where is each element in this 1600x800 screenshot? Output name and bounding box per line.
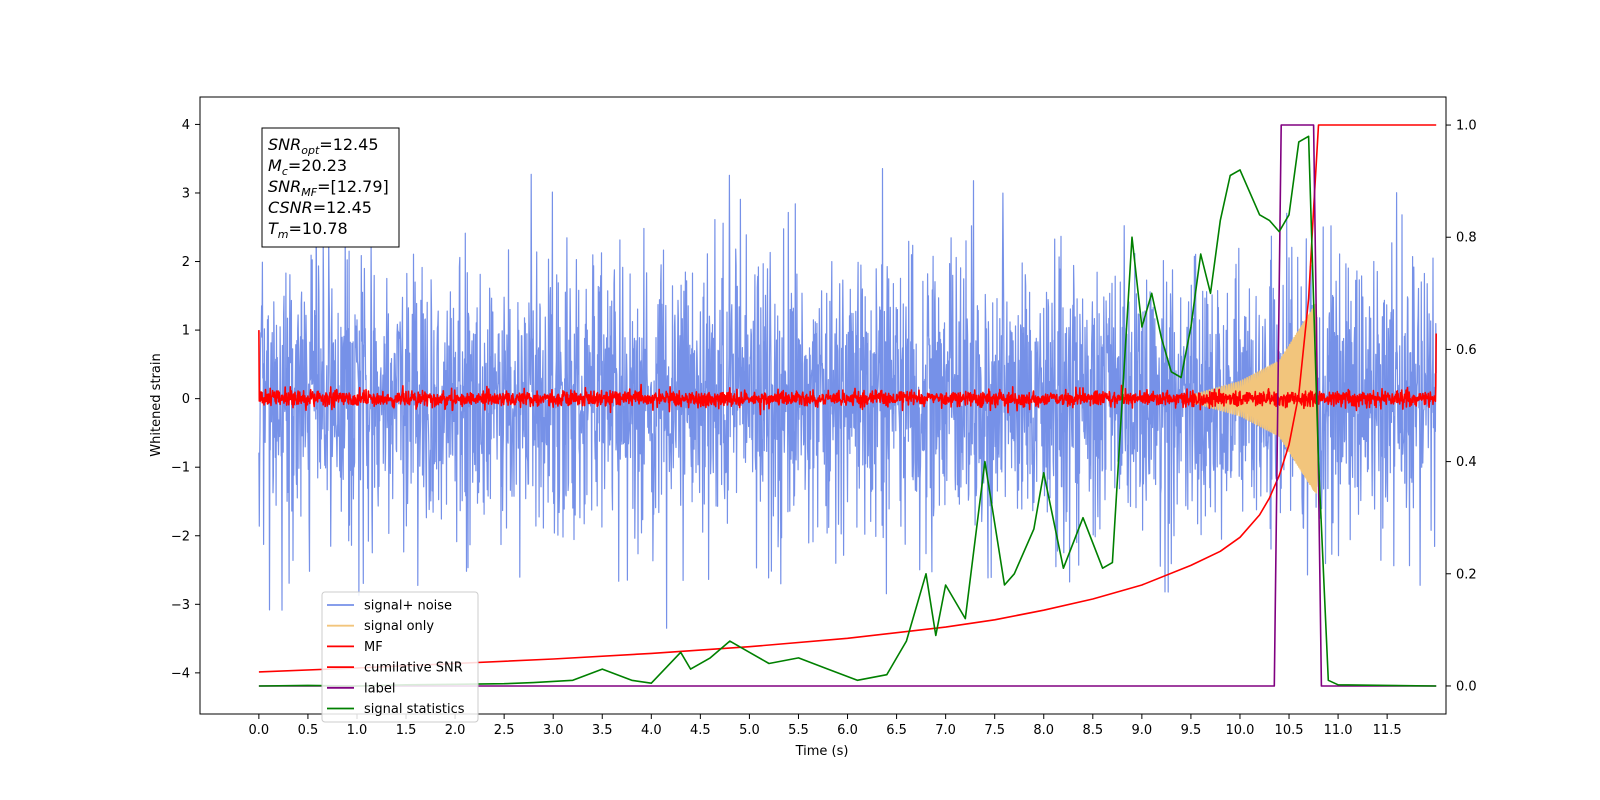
y2-tick-label: 0.8 [1456, 231, 1477, 246]
series-signal-statistics [258, 135, 1437, 687]
x-tick-label: 11.5 [1373, 723, 1402, 738]
y-tick-label: 0 [182, 392, 190, 407]
x-tick-label: 7.5 [984, 723, 1005, 738]
legend-label: signal only [364, 619, 434, 634]
x-tick-label: 1.0 [347, 723, 368, 738]
legend-label: MF [364, 640, 383, 655]
y-tick-label: 2 [182, 255, 190, 270]
legend-frame [321, 591, 479, 723]
series-signal-noise [258, 168, 1437, 629]
x-tick-label: 1.5 [396, 723, 417, 738]
x-tick-label: 8.0 [1033, 723, 1054, 738]
y-axis-right: 1.0 0.8 0.6 0.4 0.2 0.0 [1446, 119, 1477, 694]
y2-tick-label: 1.0 [1456, 119, 1477, 134]
y2-tick-label: 0.0 [1456, 679, 1477, 694]
x-tick-label: 9.0 [1132, 723, 1153, 738]
x-tick-label: 6.5 [886, 723, 907, 738]
info-box-line: CSNR=12.45 [268, 198, 372, 217]
x-tick-label: 3.0 [543, 723, 564, 738]
y-tick-label: −1 [171, 461, 190, 476]
info-box-line: Mc=20.23 [268, 156, 347, 178]
y-tick-label: −3 [171, 598, 190, 613]
x-tick-label: 3.5 [592, 723, 613, 738]
series-cumilative-snr [258, 124, 1437, 673]
x-tick-label: 5.0 [739, 723, 760, 738]
legend-label: label [364, 681, 395, 696]
x-tick-label: 4.0 [641, 723, 662, 738]
x-tick-label: 2.0 [445, 723, 466, 738]
y-axis-left: 4 3 2 1 0 −1 −2 −3 −4 [171, 118, 200, 681]
info-box-line: Tm=10.78 [268, 219, 348, 241]
y-axis-label: Whitened strain [149, 353, 164, 456]
x-tick-label: 10.5 [1275, 723, 1304, 738]
x-tick-label: 0.5 [298, 723, 319, 738]
y-tick-label: 4 [182, 118, 190, 133]
y-tick-label: −2 [171, 529, 190, 544]
y-tick-label: 3 [182, 186, 190, 201]
x-tick-label: 2.5 [494, 723, 515, 738]
legend-label: cumilative SNR [364, 661, 463, 676]
y2-tick-label: 0.6 [1456, 343, 1477, 358]
info-box-frame [261, 127, 400, 248]
y-tick-label: 1 [182, 324, 190, 339]
x-tick-label: 10.0 [1225, 723, 1254, 738]
info-box-line: SNRMF=[12.79] [268, 177, 389, 199]
x-tick-label: 7.0 [935, 723, 956, 738]
x-tick-label: 4.5 [690, 723, 711, 738]
plot-area [258, 124, 1437, 687]
x-tick-label: 0.0 [249, 723, 270, 738]
x-axis: 0.0 0.5 1.0 1.5 2.0 2.5 3.0 3.5 4.0 4.5 5.0 5.5 6.0 6… [249, 714, 1402, 738]
y-tick-label: −4 [171, 666, 190, 681]
x-axis-label: Time (s) [795, 744, 849, 759]
series-label [258, 124, 1437, 687]
x-tick-label: 8.5 [1082, 723, 1103, 738]
series-mf [258, 330, 1437, 416]
y2-tick-label: 0.2 [1456, 567, 1477, 582]
legend-label: signal statistics [364, 702, 465, 717]
info-box-line: SNRopt=12.45 [268, 135, 379, 157]
x-tick-label: 5.5 [788, 723, 809, 738]
series-signal-only [1190, 303, 1320, 494]
x-tick-label: 11.0 [1324, 723, 1353, 738]
legend-label: signal+ noise [364, 599, 452, 614]
y2-tick-label: 0.4 [1456, 455, 1477, 470]
x-tick-label: 9.5 [1181, 723, 1202, 738]
legend: signal+ noise signal only MF cumilative SNR… [321, 591, 479, 723]
plot-frame [199, 96, 1447, 715]
x-tick-label: 6.0 [837, 723, 858, 738]
info-box: SNRopt=12.45Mc=20.23SNRMF=[12.79]CSNR=12… [261, 127, 400, 248]
